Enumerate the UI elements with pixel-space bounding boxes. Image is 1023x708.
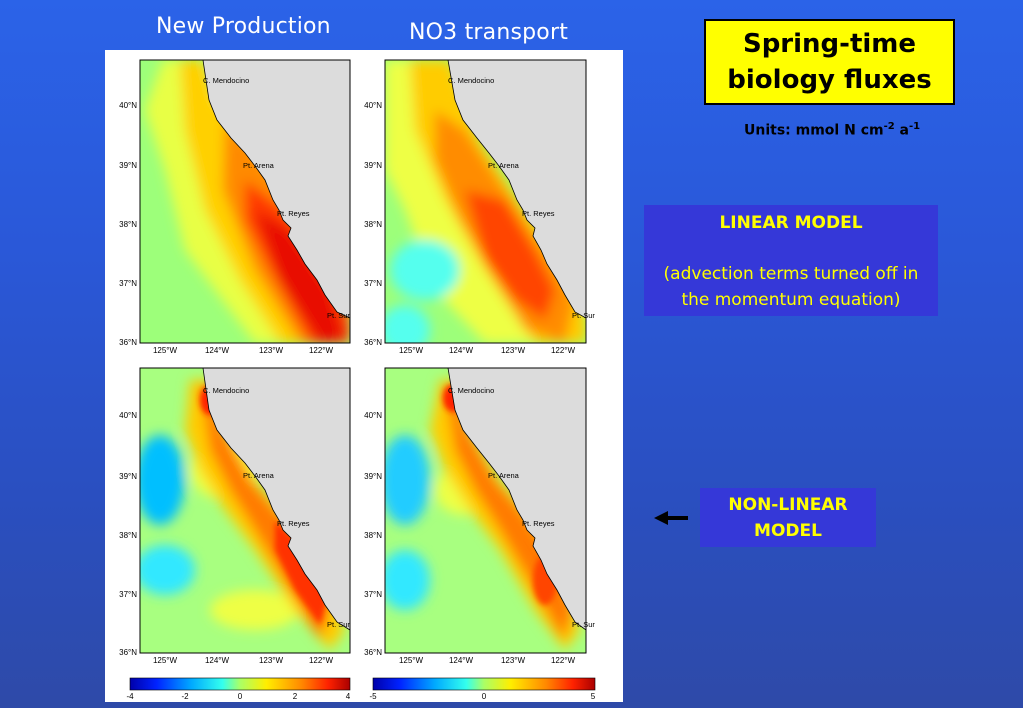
title-line-1: Spring-time	[742, 29, 917, 59]
land-mass	[447, 59, 587, 319]
lon-tick-label: 122°W	[309, 656, 334, 665]
lon-tick-label: 122°W	[551, 656, 576, 665]
map-frame	[384, 59, 587, 344]
units-exponent-2: -1	[909, 121, 921, 132]
lon-tick-label: 125°W	[153, 346, 178, 355]
lon-tick-label: 125°W	[399, 346, 424, 355]
units-label: Units: mmol N cm-2 a-1	[744, 121, 920, 139]
lon-tick-label: 123°W	[501, 656, 526, 665]
place-label-pt-reyes: Pt. Reyes	[522, 209, 555, 218]
lon-tick-label: 124°W	[205, 656, 230, 665]
colorbar-tick-label: 0	[238, 692, 243, 701]
colorbar-tick-label: 4	[346, 692, 351, 701]
lon-tick-label: 125°W	[153, 656, 178, 665]
nonlinear-model-line-1: NON-LINEAR	[728, 495, 848, 515]
lon-tick-label: 122°W	[309, 346, 334, 355]
colorbar-tick-label: 2	[293, 692, 298, 701]
nonlinear-model-box: NON-LINEAR MODEL	[700, 488, 876, 547]
place-label-c-mendocino: C. Mendocino	[203, 386, 249, 395]
lon-tick-label: 122°W	[551, 346, 576, 355]
lon-tick-label: 124°W	[449, 346, 474, 355]
place-label-pt-arena: Pt. Arena	[243, 471, 275, 480]
place-label-pt-sur: Pt. Sur	[327, 311, 350, 320]
title-box: Spring-time biology fluxes	[704, 19, 955, 105]
lon-tick-label: 124°W	[449, 656, 474, 665]
colorbar-tick-label: 0	[482, 692, 487, 701]
lat-tick-label: 40°N	[119, 411, 137, 420]
place-label-pt-reyes: Pt. Reyes	[522, 519, 555, 528]
map-frame	[139, 367, 351, 654]
lat-tick-label: 40°N	[119, 101, 137, 110]
colorbar-tick-label: -5	[369, 692, 377, 701]
lat-tick-label: 39°N	[119, 472, 137, 481]
lat-tick-label: 37°N	[119, 279, 137, 288]
title-line-2: biology fluxes	[727, 65, 932, 95]
lat-tick-label: 39°N	[364, 161, 382, 170]
colorbar-tick-label: 5	[591, 692, 596, 701]
lat-tick-label: 38°N	[364, 531, 382, 540]
lat-tick-label: 38°N	[119, 531, 137, 540]
lat-tick-label: 39°N	[364, 472, 382, 481]
place-label-pt-arena: Pt. Arena	[243, 161, 275, 170]
lat-tick-label: 37°N	[364, 279, 382, 288]
linear-model-description: (advection terms turned off in the momen…	[663, 264, 919, 310]
linear-model-title: LINEAR MODEL	[719, 213, 863, 233]
colorbar-tick-label: -2	[181, 692, 189, 701]
units-mid: a	[894, 122, 910, 139]
lon-tick-label: 123°W	[501, 346, 526, 355]
units-prefix: Units: mmol N cm	[744, 122, 884, 139]
place-label-pt-sur: Pt. Sur	[572, 620, 595, 629]
lat-tick-label: 40°N	[364, 101, 382, 110]
lat-tick-label: 36°N	[364, 648, 382, 657]
lat-tick-label: 38°N	[119, 220, 137, 229]
land-mass	[447, 367, 587, 631]
map-frame	[384, 367, 587, 654]
lat-tick-label: 36°N	[364, 338, 382, 347]
place-label-pt-sur: Pt. Sur	[327, 620, 350, 629]
place-label-c-mendocino: C. Mendocino	[448, 386, 494, 395]
colorbar-left	[129, 677, 351, 691]
place-label-pt-sur: Pt. Sur	[572, 311, 595, 320]
left-arrow-icon	[654, 511, 688, 525]
land-mass	[202, 367, 351, 631]
place-label-pt-reyes: Pt. Reyes	[277, 519, 310, 528]
lat-tick-label: 36°N	[119, 648, 137, 657]
lat-tick-label: 38°N	[364, 220, 382, 229]
map-figure-panel: C. Mendocino Pt. Arena Pt. Reyes Pt. Sur…	[105, 50, 623, 702]
lon-tick-label: 123°W	[259, 346, 284, 355]
place-label-pt-arena: Pt. Arena	[488, 471, 520, 480]
units-exponent-1: -2	[883, 121, 895, 132]
lat-tick-label: 37°N	[119, 590, 137, 599]
place-label-c-mendocino: C. Mendocino	[448, 76, 494, 85]
linear-model-box: LINEAR MODEL (advection terms turned off…	[644, 205, 938, 316]
new-production-header: New Production	[156, 14, 331, 39]
lon-tick-label: 124°W	[205, 346, 230, 355]
lat-tick-label: 39°N	[119, 161, 137, 170]
maps-graphic: C. Mendocino Pt. Arena Pt. Reyes Pt. Sur…	[119, 59, 596, 701]
lat-tick-label: 37°N	[364, 590, 382, 599]
lat-tick-label: 40°N	[364, 411, 382, 420]
land-mass	[202, 59, 351, 319]
lon-tick-label: 123°W	[259, 656, 284, 665]
place-label-pt-reyes: Pt. Reyes	[277, 209, 310, 218]
no3-transport-header: NO3 transport	[409, 20, 569, 45]
nonlinear-model-line-2: MODEL	[754, 521, 822, 541]
place-label-pt-arena: Pt. Arena	[488, 161, 520, 170]
lon-tick-label: 125°W	[399, 656, 424, 665]
place-label-c-mendocino: C. Mendocino	[203, 76, 249, 85]
colorbar-tick-label: -4	[126, 692, 134, 701]
colorbar-right	[372, 677, 596, 691]
lat-tick-label: 36°N	[119, 338, 137, 347]
map-frame	[139, 59, 351, 344]
